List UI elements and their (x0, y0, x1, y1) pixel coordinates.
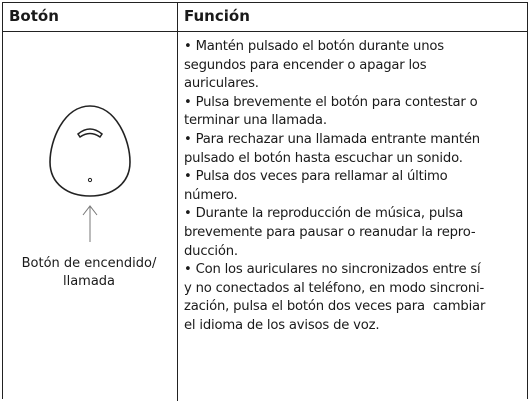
header-cell: Botón (9, 7, 59, 25)
function-line: zación, pulsa el botón dos veces para ca… (184, 299, 486, 315)
column-rule (177, 2, 178, 401)
function-line: • Para rechazar una llamada entrante man… (184, 132, 480, 147)
function-line: terminar una llamada. (184, 113, 327, 129)
button-caption: llamada (62, 274, 116, 289)
function-line: • Durante la reproducción de música, pul… (184, 206, 464, 222)
function-line: número. (184, 187, 238, 203)
function-line: y no conectados al teléfono, en modo sin… (184, 280, 485, 296)
function-line: brevemente para pausar o reanudar la rep… (184, 225, 476, 240)
header-rule (2, 31, 528, 32)
function-line: • Con los auriculares no sincronizados e… (184, 262, 481, 278)
function-line: pulsado el botón hasta escuchar un sonid… (184, 150, 463, 166)
function-line: • Pulsa dos veces para rellamar al últim… (184, 169, 448, 185)
table-border (2, 2, 528, 399)
function-line: auriculares. (184, 76, 259, 92)
header-cell: Función (184, 7, 250, 25)
earbud-icon (49, 105, 131, 242)
function-line: ducción. (184, 243, 238, 259)
function-line: segundos para encender o apagar los (184, 57, 427, 73)
function-line: • Mantén pulsado el botón durante unos (184, 39, 444, 54)
button-caption: Botón de encendido/ (21, 256, 157, 271)
function-line: el idioma de los avisos de voz. (184, 318, 380, 333)
function-line: • Pulsa brevemente el botón para contest… (184, 94, 478, 110)
